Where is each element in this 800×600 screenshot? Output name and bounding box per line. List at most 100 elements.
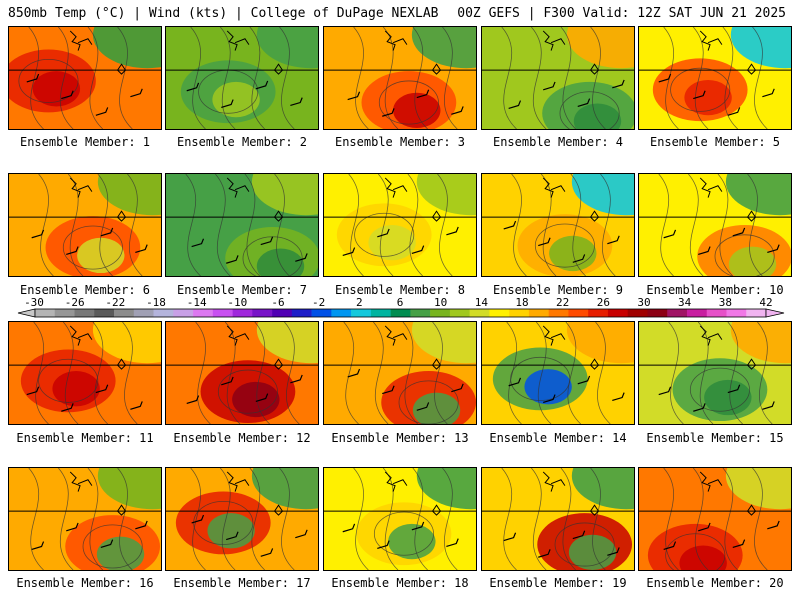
colorbar-tick-label: -2 [312, 296, 326, 309]
colorbar-tick-label: 6 [396, 296, 404, 309]
colorbar-swatch [94, 309, 115, 317]
colorbar-swatch [568, 309, 589, 317]
ensemble-member-label: Ensemble Member: 2 [176, 135, 308, 149]
temperature-field [9, 468, 161, 570]
colorbar-swatch [706, 309, 727, 317]
ensemble-member-label: Ensemble Member: 15 [646, 431, 784, 445]
colorbar-tick-label: -22 [105, 296, 126, 309]
colorbar-swatch [607, 309, 629, 317]
ensemble-member-map [8, 173, 162, 277]
ensemble-member-map [8, 26, 162, 130]
colorbar-swatch [489, 309, 510, 317]
ensemble-member-map [8, 321, 162, 425]
temperature-field [639, 468, 791, 570]
colorbar-tick-label: -6 [271, 296, 285, 309]
ensemble-member-label: Ensemble Member: 6 [19, 283, 151, 297]
ensemble-member-label: Ensemble Member: 20 [646, 576, 784, 590]
colorbar-swatch [252, 309, 273, 317]
colorbar-swatch [74, 309, 95, 317]
colorbar-tick-label: 2 [356, 296, 363, 309]
ensemble-member-map [323, 321, 477, 425]
ensemble-member-label: Ensemble Member: 16 [16, 576, 154, 590]
temperature-field [324, 468, 476, 570]
temperature-field [166, 27, 318, 129]
ensemble-member-map [8, 467, 162, 571]
map-title: 850mb Temp (°C) | Wind (kts) | College o… [8, 6, 439, 21]
colorbar-tick-label: 22 [556, 296, 570, 309]
colorbar-swatch [410, 309, 431, 317]
colorbar-tick-label: -18 [146, 296, 166, 309]
colorbar-tick-label: 18 [515, 296, 529, 309]
colorbar-tick-label: -30 [24, 296, 44, 309]
ensemble-member-map [323, 173, 477, 277]
temperature-field [482, 27, 634, 129]
ensemble-member-map [323, 26, 477, 130]
ensemble-member-map [638, 26, 792, 130]
ensemble-member-label: Ensemble Member: 1 [19, 135, 151, 149]
ensemble-member-map [638, 467, 792, 571]
colorbar-tick-label: 26 [596, 296, 610, 309]
ensemble-member-map [165, 467, 319, 571]
colorbar-swatch [746, 309, 767, 317]
ensemble-member-label: Ensemble Member: 19 [489, 576, 627, 590]
ensemble-member-label: Ensemble Member: 8 [334, 283, 466, 297]
colorbar-swatch [430, 309, 451, 317]
ensemble-member-label: Ensemble Member: 11 [16, 431, 154, 445]
colorbar-swatch [153, 309, 174, 317]
ensemble-member-label: Ensemble Member: 12 [173, 431, 311, 445]
ensemble-member-label: Ensemble Member: 10 [646, 283, 784, 297]
ensemble-member-map [638, 321, 792, 425]
colorbar-swatch [370, 309, 391, 317]
ensemble-member-label: Ensemble Member: 4 [492, 135, 624, 149]
colorbar-tick-label: -26 [64, 296, 85, 309]
ensemble-member-map [638, 173, 792, 277]
temperature-field [324, 174, 476, 276]
colorbar-swatch [331, 309, 352, 317]
temperature-field [324, 322, 476, 424]
colorbar-swatch [647, 309, 668, 317]
colorbar-tick-label: -10 [227, 296, 248, 309]
colorbar-swatch [726, 309, 747, 317]
temperature-field [639, 27, 791, 129]
ensemble-member-map [481, 26, 635, 130]
colorbar-swatch [232, 309, 253, 317]
colorbar-swatch [272, 309, 293, 317]
temperature-field [482, 174, 634, 276]
temperature-field [639, 174, 791, 276]
temperature-field [9, 174, 161, 276]
colorbar-swatch [449, 309, 470, 317]
temperature-field [482, 322, 634, 424]
ensemble-member-label: Ensemble Member: 17 [173, 576, 311, 590]
temperature-field [639, 322, 791, 424]
colorbar-tick-label: 34 [678, 296, 692, 309]
ensemble-member-map [481, 467, 635, 571]
ensemble-member-map [481, 173, 635, 277]
colorbar-swatch [133, 309, 154, 317]
temperature-field [166, 174, 318, 276]
ensemble-member-label: Ensemble Member: 18 [331, 576, 469, 590]
colorbar-tick-label: 14 [474, 296, 488, 309]
ensemble-member-label: Ensemble Member: 7 [176, 283, 308, 297]
colorbar-swatch [35, 309, 56, 317]
colorbar-swatch [173, 309, 194, 317]
colorbar-swatch [667, 309, 688, 317]
temperature-field [166, 468, 318, 570]
colorbar-tick-label: 10 [434, 296, 448, 309]
ensemble-member-label: Ensemble Member: 9 [492, 283, 624, 297]
colorbar-tick-label: 38 [718, 296, 732, 309]
ensemble-member-map [165, 173, 319, 277]
temperature-field [9, 27, 161, 129]
colorbar-tick-label: 30 [637, 296, 651, 309]
temperature-field [324, 27, 476, 129]
ensemble-member-label: Ensemble Member: 5 [649, 135, 781, 149]
temperature-field [482, 468, 634, 570]
colorbar-swatch [528, 309, 549, 317]
ensemble-member-map [323, 467, 477, 571]
ensemble-member-label: Ensemble Member: 13 [331, 431, 469, 445]
colorbar-swatch [114, 309, 135, 317]
run-valid-time: 00Z GEFS | F300 Valid: 12Z SAT JUN 21 20… [457, 6, 786, 21]
colorbar-swatch [351, 309, 372, 317]
colorbar-swatch [212, 309, 233, 317]
colorbar-swatch [588, 309, 609, 317]
ensemble-member-map [165, 26, 319, 130]
